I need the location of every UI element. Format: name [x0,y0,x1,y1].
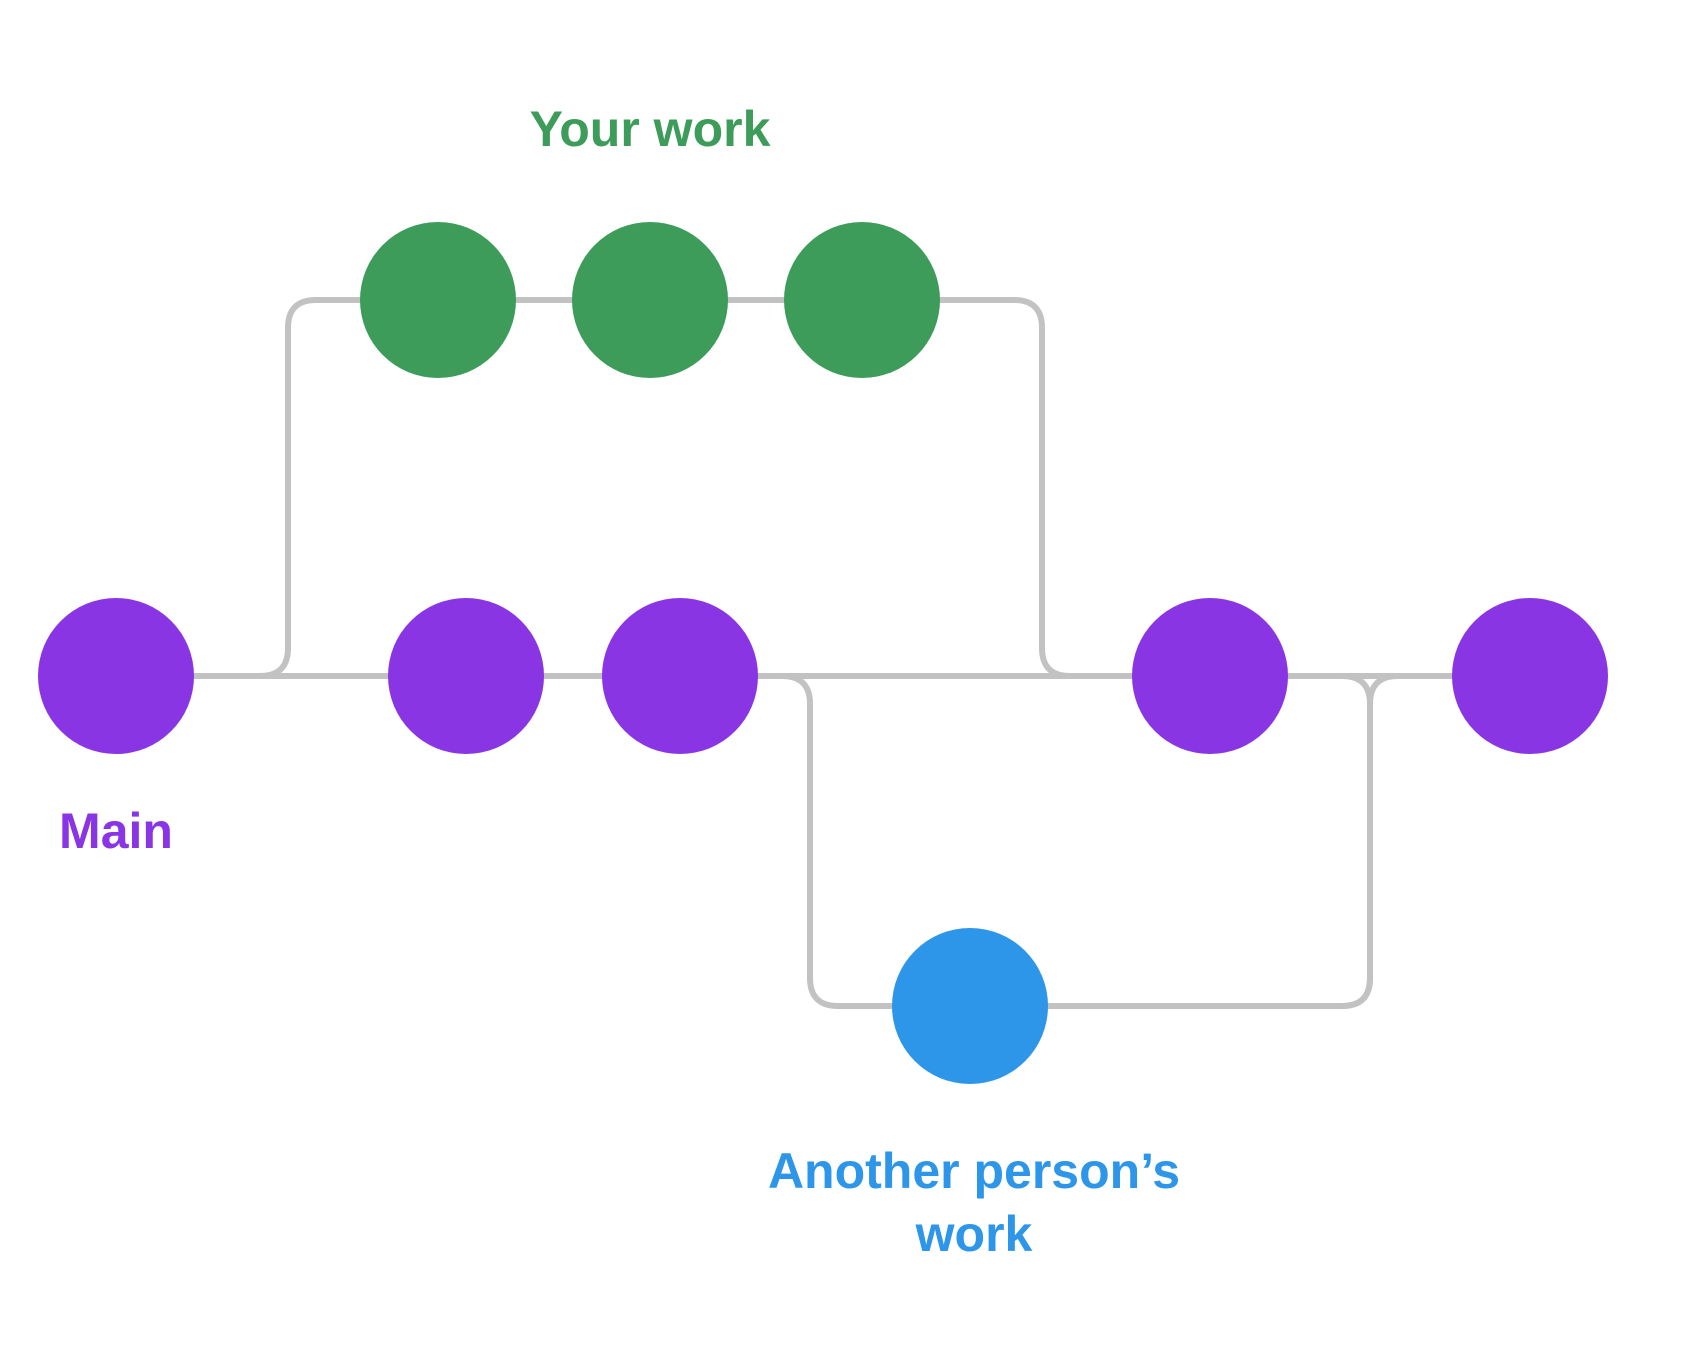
commit-node [892,928,1048,1084]
commit-node [1132,598,1288,754]
commit-node [1452,598,1608,754]
commit-node [602,598,758,754]
git-branch-diagram: Main Your work Another person’s work [0,0,1706,1352]
another-work-branch-label: Another person’s work [714,1140,1234,1265]
commit-node [388,598,544,754]
commit-node [572,222,728,378]
main-branch-label: Main [0,800,416,863]
commit-node [784,222,940,378]
your-work-branch-label: Your work [350,98,950,161]
commit-node [360,222,516,378]
commit-node [38,598,194,754]
